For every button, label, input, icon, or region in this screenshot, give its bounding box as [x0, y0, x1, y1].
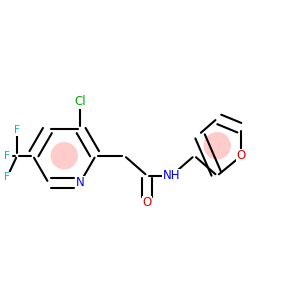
Circle shape	[203, 132, 231, 159]
Text: F: F	[4, 151, 10, 161]
Circle shape	[50, 142, 78, 170]
Text: F: F	[4, 172, 10, 182]
Text: F: F	[14, 125, 20, 135]
Text: NH: NH	[163, 169, 180, 182]
Text: Cl: Cl	[74, 95, 86, 108]
Text: O: O	[237, 149, 246, 162]
Text: O: O	[142, 196, 152, 209]
Text: N: N	[76, 176, 84, 189]
